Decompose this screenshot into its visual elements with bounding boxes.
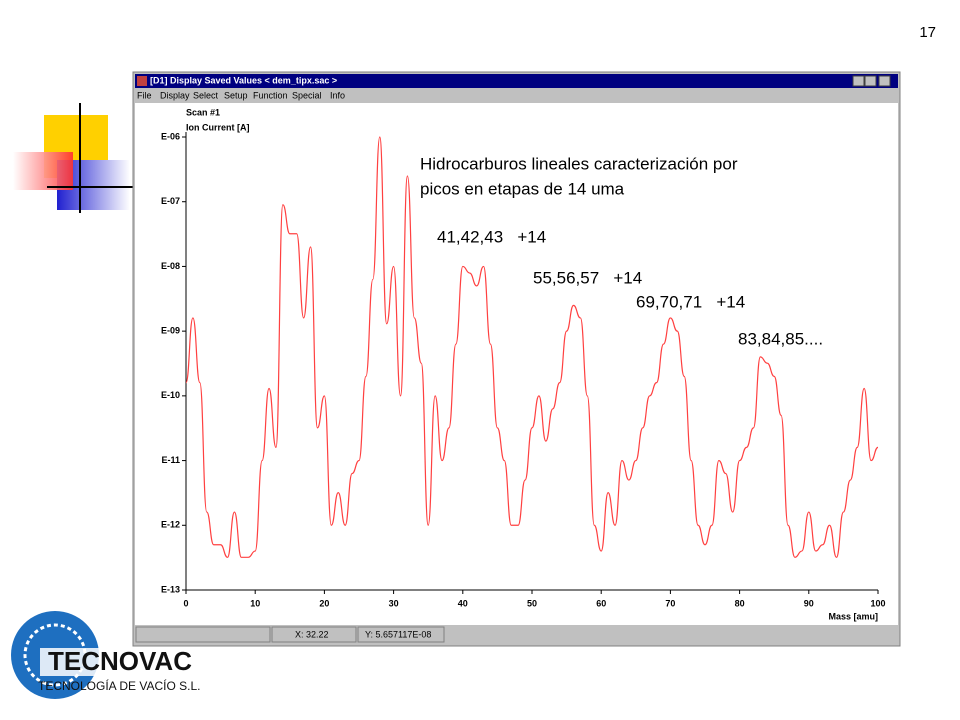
title-bar [135, 74, 898, 88]
x-tick-label: 40 [458, 598, 468, 608]
deco-red [13, 152, 73, 190]
x-tick-label: 10 [250, 598, 260, 608]
y-tick-label: E-10 [161, 390, 180, 400]
x-tick-label: 0 [183, 598, 188, 608]
x-tick-label: 90 [804, 598, 814, 608]
menu-item[interactable]: Info [330, 90, 345, 100]
maximize-button[interactable] [864, 75, 877, 87]
menu-bar: File Display Select Setup Function Special Inf… [137, 90, 345, 100]
status-field [135, 626, 271, 643]
y-tick-label: E-09 [161, 326, 180, 336]
plot-area [135, 103, 898, 625]
annotation: 55,56,57 +14 [533, 268, 642, 287]
y-tick-label: E-07 [161, 196, 180, 206]
menu-item[interactable]: Special [292, 90, 322, 100]
status-text: X: 32.22 [295, 629, 329, 639]
window-controls [852, 75, 891, 87]
window-icon [137, 76, 147, 86]
menu-item[interactable]: Function [253, 90, 288, 100]
y-tick-label: E-11 [161, 455, 180, 465]
annotation: picos en etapas de 14 uma [420, 179, 625, 198]
menu-item[interactable]: Display [160, 90, 190, 100]
annotation: 69,70,71 +14 [636, 292, 745, 311]
menu-item[interactable]: File [137, 90, 152, 100]
y-tick-label: E-12 [161, 520, 180, 530]
y-axis-label: Ion Current [A] [186, 122, 250, 132]
logo: TECNOVAC TECNOLOGÍA DE VACÍO S.L. [11, 611, 220, 699]
logo-backdrop [40, 648, 220, 676]
status-bar: X: 32.22 Y: 5.657117E-08 [135, 626, 445, 643]
annotation: Hidrocarburos lineales caracterización p… [420, 154, 738, 173]
y-tick-label: E-06 [161, 131, 180, 141]
window-title: [D1] Display Saved Values < dem_tipx.sac… [150, 75, 337, 85]
x-tick-label: 100 [870, 598, 885, 608]
logo-name: TECNOVAC [48, 646, 192, 676]
menu-item[interactable]: Setup [224, 90, 248, 100]
close-button[interactable] [878, 75, 891, 87]
chart: Scan #1 Ion Current [A] Mass [amu] E-06 E-07… [161, 107, 886, 621]
annotation: 83,84,85.... [738, 329, 823, 348]
y-tick-label: E-13 [161, 584, 180, 594]
x-tick-label: 30 [389, 598, 399, 608]
page-number: 17 [919, 24, 936, 41]
logo-tagline: TECNOLOGÍA DE VACÍO S.L. [38, 678, 201, 693]
x-tick-label: 50 [527, 598, 537, 608]
status-field [271, 626, 357, 643]
x-tick-label: 70 [665, 598, 675, 608]
x-axis-label: Mass [amu] [828, 611, 878, 621]
spectrum-line [185, 136, 879, 558]
chart-title: Scan #1 [186, 107, 220, 117]
x-tick-label: 20 [319, 598, 329, 608]
minimize-button[interactable] [852, 75, 865, 87]
x-tick-label: 80 [735, 598, 745, 608]
x-tick-label: 60 [596, 598, 606, 608]
menu-item[interactable]: Select [193, 90, 219, 100]
status-field [357, 626, 445, 643]
status-text: Y: 5.657117E-08 [365, 629, 431, 639]
annotation: 41,42,43 +14 [437, 227, 546, 246]
y-tick-label: E-08 [161, 261, 180, 271]
